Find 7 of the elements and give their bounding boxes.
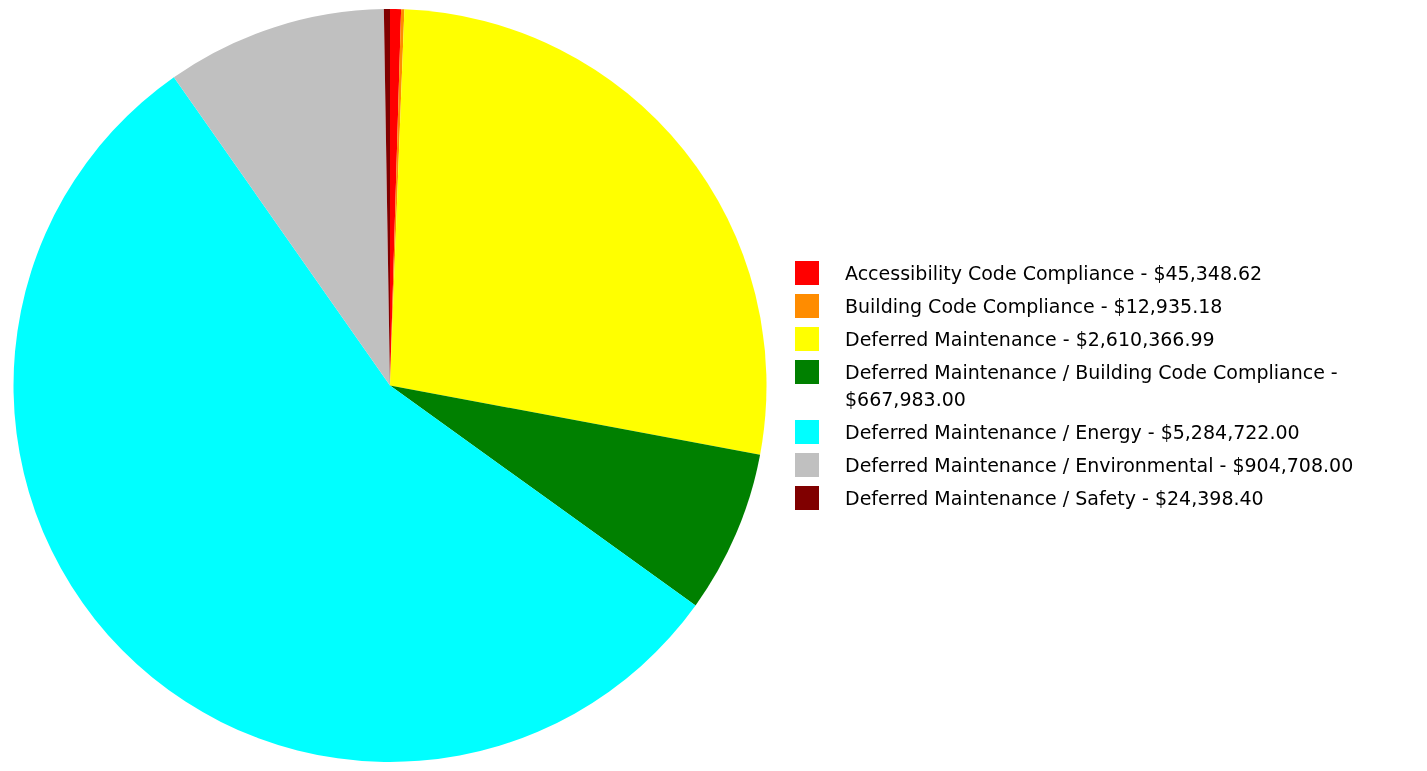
legend-label: Accessibility Code Compliance - $45,348.62: [845, 260, 1263, 286]
legend-label: Deferred Maintenance / Safety - $24,398.40: [845, 485, 1264, 511]
legend-label: Deferred Maintenance / Environmental - $904,708.00: [845, 452, 1354, 478]
legend-label: Deferred Maintenance / Energy - $5,284,722.00: [845, 419, 1300, 445]
legend-label: Deferred Maintenance / Building Code Compliance - $667,983.00: [845, 359, 1339, 412]
legend-label: Deferred Maintenance - $2,610,366.99: [845, 326, 1215, 352]
legend-label: Building Code Compliance - $12,935.18: [845, 293, 1223, 319]
